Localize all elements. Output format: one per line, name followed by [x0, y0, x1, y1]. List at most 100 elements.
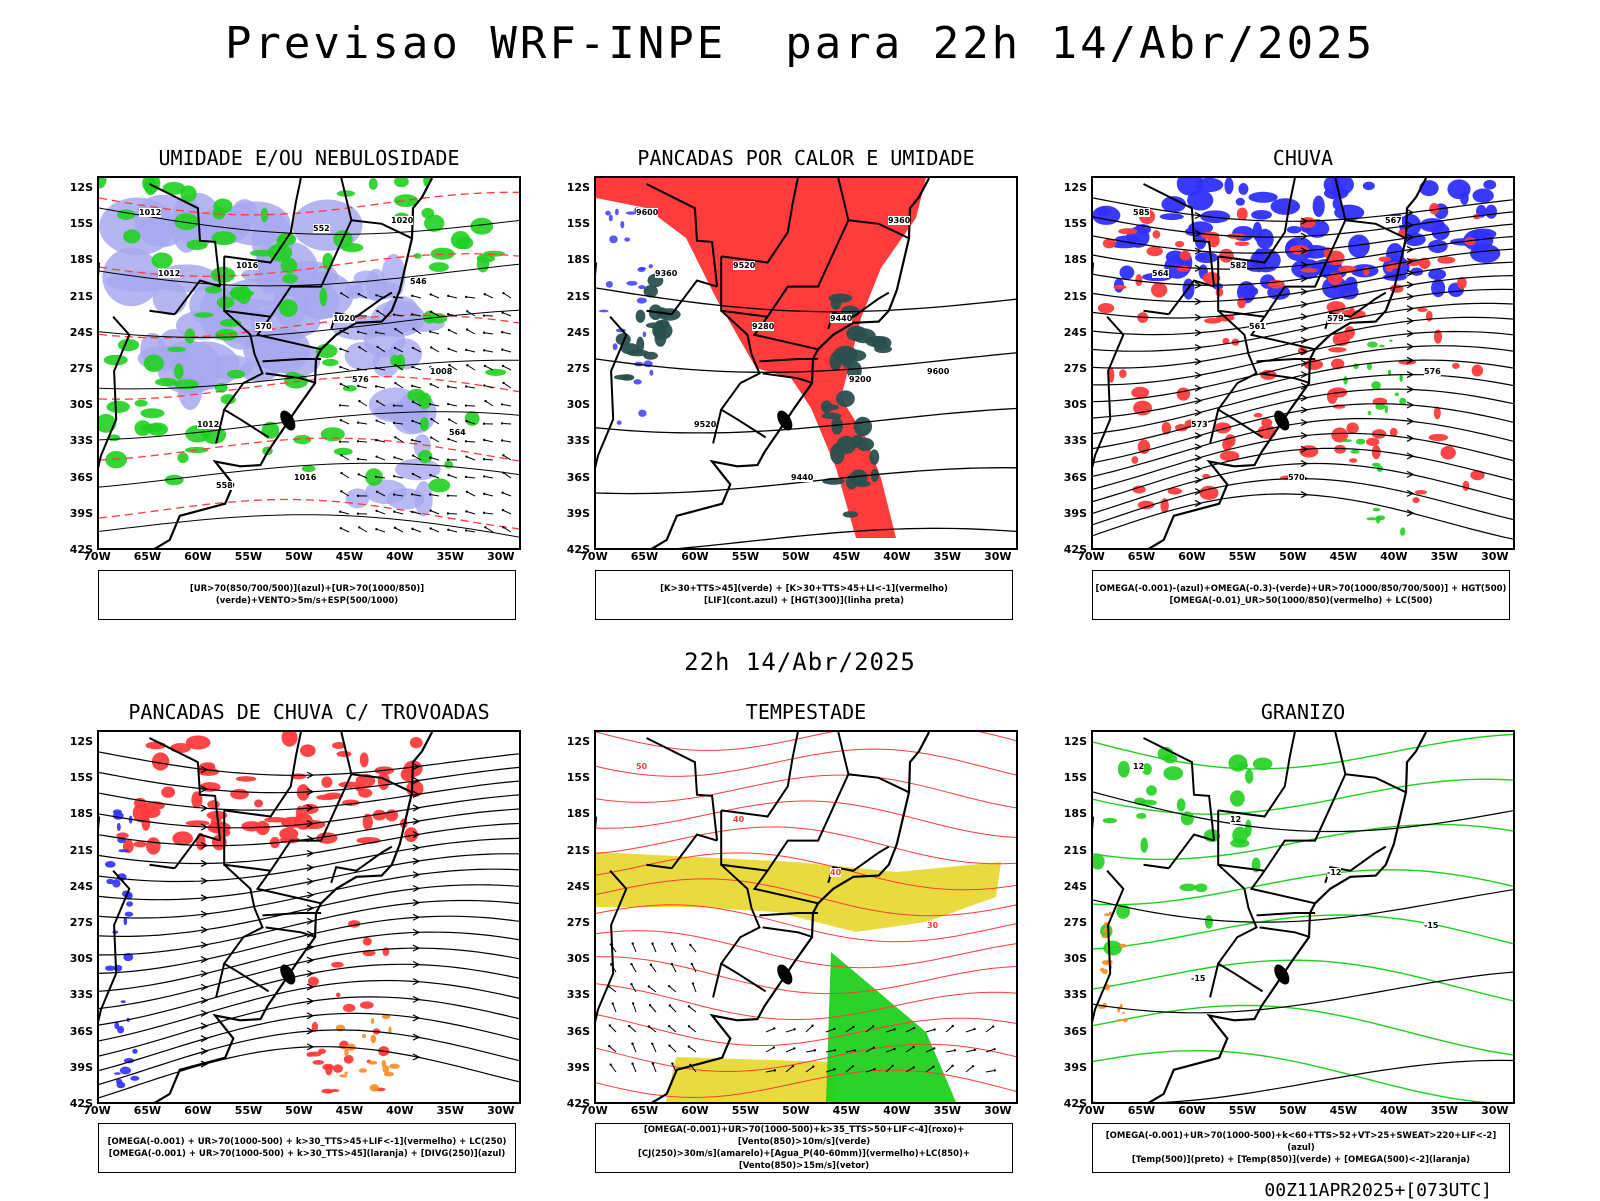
panel-title: PANCADAS DE CHUVA C/ TROVOADAS [37, 700, 581, 724]
lat-tick-label: 24S [70, 880, 93, 893]
legend-box: [UR>70(850/700/500)](azul)+[UR>70(1000/8… [98, 570, 516, 620]
panel-title: CHUVA [1031, 146, 1575, 170]
panel-title: PANCADAS POR CALOR E UMIDADE [534, 146, 1078, 170]
lat-tick-label: 39S [567, 1061, 590, 1074]
map-canvas [1093, 178, 1515, 550]
lat-tick-label: 30S [70, 398, 93, 411]
lon-tick-label: 60W [1178, 1104, 1205, 1117]
contour-label: 546 [410, 277, 427, 286]
lat-tick-label: 36S [70, 1025, 93, 1038]
lat-tick-label: 18S [70, 253, 93, 266]
contour-label: 564 [449, 428, 466, 437]
lat-tick-label: 24S [70, 326, 93, 339]
contour-label: 9360 [888, 216, 910, 225]
contour-label: 1016 [294, 473, 316, 482]
lon-tick-label: 60W [681, 550, 708, 563]
lat-tick-label: 30S [567, 952, 590, 965]
lat-tick-label: 21S [567, 290, 590, 303]
lat-tick-label: 33S [1064, 988, 1087, 1001]
lon-tick-label: 35W [1431, 1104, 1458, 1117]
lat-tick-label: 18S [1064, 253, 1087, 266]
lat-tick-label: 27S [70, 916, 93, 929]
contour-label: 1012 [197, 420, 219, 429]
lon-tick-label: 45W [1330, 1104, 1357, 1117]
valid-date-label: 22h 14/Abr/2025 [0, 648, 1600, 676]
lat-tick-label: 24S [567, 326, 590, 339]
lat-tick-label: 33S [567, 988, 590, 1001]
contour-label: 1012 [139, 208, 161, 217]
legend-box: [OMEGA(-0.001)+UR>70(1000-500)+k<60+TTS>… [1092, 1123, 1510, 1173]
contour-label: 9280 [752, 322, 774, 331]
lat-tick-label: 33S [70, 988, 93, 1001]
panel-title: UMIDADE E/OU NEBULOSIDADE [37, 146, 581, 170]
map-canvas [1093, 732, 1515, 1104]
contour-label: 1016 [236, 261, 258, 270]
run-identifier: 00Z11APR2025+[073UTC] [1264, 1180, 1492, 1201]
lat-tick-label: 33S [1064, 434, 1087, 447]
contour-label: 30 [927, 921, 938, 930]
lon-tick-label: 30W [487, 550, 514, 563]
lon-tick-label: 40W [386, 550, 413, 563]
lon-tick-label: 70W [580, 550, 607, 563]
lon-tick-label: 60W [1178, 550, 1205, 563]
lat-tick-label: 15S [567, 771, 590, 784]
lon-tick-label: 65W [631, 1104, 658, 1117]
contour-label: 561 [1249, 322, 1266, 331]
contour-label: 558 [216, 481, 233, 490]
lat-tick-label: 18S [567, 253, 590, 266]
lat-tick-label: 36S [1064, 1025, 1087, 1038]
contour-label: 570 [255, 322, 272, 331]
contour-label: 9600 [927, 367, 949, 376]
lat-tick-label: 39S [567, 507, 590, 520]
lat-tick-label: 15S [70, 217, 93, 230]
contour-label: 582 [1230, 261, 1247, 270]
lon-tick-label: 65W [134, 1104, 161, 1117]
lon-tick-label: 60W [184, 1104, 211, 1117]
lat-tick-label: 12S [1064, 181, 1087, 194]
contour-label: 9600 [636, 208, 658, 217]
lat-tick-label: 18S [1064, 807, 1087, 820]
contour-label: 40 [830, 868, 841, 877]
lat-tick-label: 36S [567, 1025, 590, 1038]
lon-tick-label: 55W [1229, 550, 1256, 563]
lon-tick-label: 30W [1481, 1104, 1508, 1117]
lon-tick-label: 35W [934, 1104, 961, 1117]
lat-tick-label: 21S [1064, 844, 1087, 857]
lat-tick-label: 30S [1064, 398, 1087, 411]
lat-tick-label: 27S [567, 916, 590, 929]
legend-line: [LIF](cont.azul) + [HGT(300)](linha pret… [596, 595, 1012, 607]
lat-tick-label: 27S [1064, 362, 1087, 375]
contour-label: -12 [1327, 868, 1341, 877]
lon-tick-label: 55W [732, 1104, 759, 1117]
contour-label: 564 [1152, 269, 1169, 278]
contour-label: 576 [1424, 367, 1441, 376]
lat-tick-label: 21S [1064, 290, 1087, 303]
lat-tick-label: 24S [1064, 326, 1087, 339]
legend-box: [OMEGA(-0.001) + UR>70(1000-500) + k>30_… [98, 1123, 516, 1173]
contour-label: 1020 [391, 216, 413, 225]
lat-tick-label: 36S [1064, 471, 1087, 484]
page-title: Previsao WRF-INPE para 22h 14/Abr/2025 [0, 18, 1600, 69]
lat-tick-label: 15S [1064, 771, 1087, 784]
contour-label: 40 [733, 815, 744, 824]
map-canvas [99, 178, 521, 550]
lon-tick-label: 40W [883, 550, 910, 563]
lon-tick-label: 30W [984, 550, 1011, 563]
lon-tick-label: 55W [1229, 1104, 1256, 1117]
lat-tick-label: 30S [70, 952, 93, 965]
map-canvas [99, 732, 521, 1104]
lon-tick-label: 65W [631, 550, 658, 563]
legend-line: [K>30+TTS>45](verde) + [K>30+TTS>45+LI<-… [596, 583, 1012, 595]
lon-tick-label: 50W [285, 1104, 312, 1117]
contour-label: 9520 [733, 261, 755, 270]
lat-tick-label: 12S [70, 181, 93, 194]
